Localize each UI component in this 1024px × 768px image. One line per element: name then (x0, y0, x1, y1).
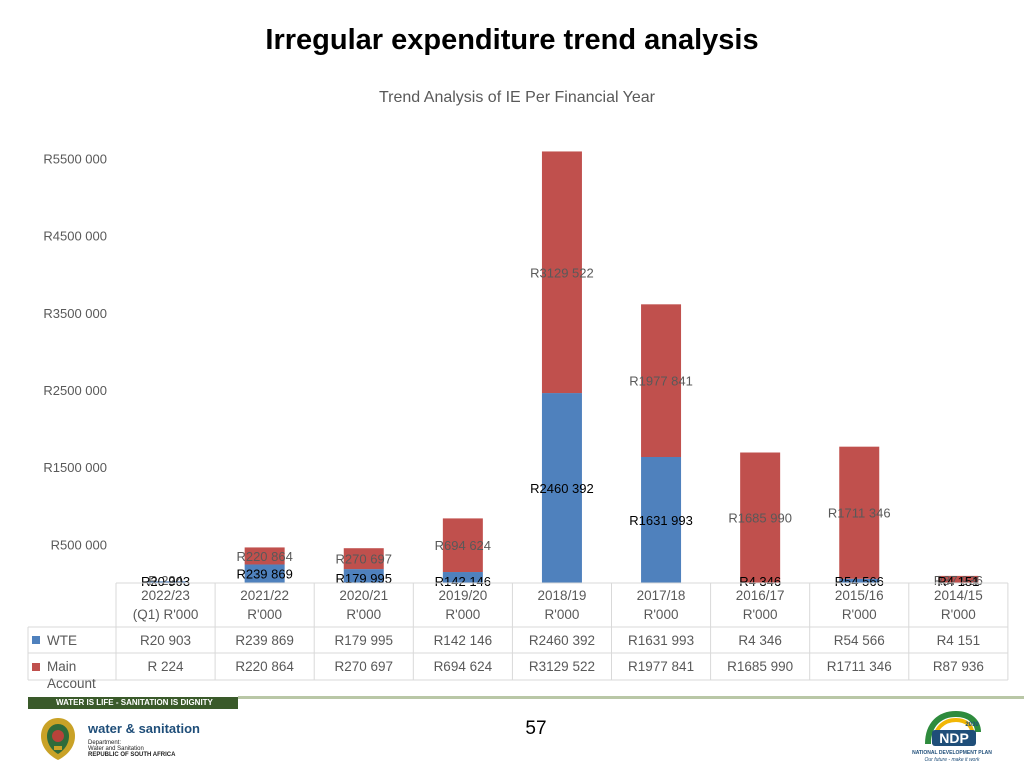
table-cell-wte: R2460 392 (529, 633, 595, 648)
bar-main-account (839, 446, 880, 579)
data-label-wte: R179 995 (336, 571, 392, 586)
data-label-main-account: R3129 522 (530, 265, 594, 280)
category-label: R'000 (842, 607, 877, 622)
category-label: R'000 (545, 607, 580, 622)
category-label: R'000 (247, 607, 282, 622)
dept-logo-line1: Department: (88, 740, 122, 746)
category-label: R'000 (644, 607, 679, 622)
bar-main-account (740, 452, 781, 583)
table-cell-wte: R20 903 (140, 633, 191, 648)
page-number: 57 (525, 718, 547, 739)
category-label: R'000 (346, 607, 381, 622)
category-label: 2016/17 (736, 588, 785, 603)
table-cell-main-account: R694 624 (434, 659, 493, 674)
y-tick-label: R500 000 (51, 537, 107, 552)
bar-wte (541, 393, 582, 583)
y-tick-label: R1500 000 (43, 460, 107, 475)
category-label: 2019/20 (438, 588, 487, 603)
table-cell-main-account: R1685 990 (727, 659, 793, 674)
category-label: (Q1) R'000 (133, 607, 199, 622)
table-cell-main-account: R1711 346 (827, 659, 892, 674)
bar-main-account (641, 304, 682, 458)
table-cell-wte: R239 869 (235, 633, 294, 648)
category-label: R'000 (941, 607, 976, 622)
footer-slogan: WATER IS LIFE - SANITATION IS DIGNITY (28, 697, 238, 709)
bar-main-account (541, 151, 582, 394)
bar-wte (244, 564, 285, 583)
data-label-main-account: R1685 990 (728, 511, 792, 526)
bar-main-account (938, 575, 979, 583)
table-cell-main-account: R87 936 (933, 659, 984, 674)
data-label-main-account: R220 864 (236, 549, 292, 564)
data-label-wte: R4 151 (937, 574, 979, 589)
slide-title: Irregular expenditure trend analysis (265, 24, 759, 56)
chart-title: Trend Analysis of IE Per Financial Year (379, 89, 656, 106)
legend-label-main-account: Account (47, 676, 96, 691)
data-label-wte: R1631 993 (629, 513, 693, 528)
category-label: R'000 (743, 607, 778, 622)
ndp-logo-year: 2030 (965, 722, 979, 728)
category-label: 2014/15 (934, 588, 983, 603)
table-cell-wte: R4 151 (937, 633, 981, 648)
bar-wte (442, 572, 483, 583)
data-label-main-account: R270 697 (336, 552, 392, 567)
category-label: 2020/21 (339, 588, 388, 603)
ndp-logo-subtitle: NATIONAL DEVELOPMENT PLAN (912, 750, 992, 756)
ndp-logo: NDP 2030 NATIONAL DEVELOPMENT PLAN Our f… (910, 710, 994, 766)
data-label-wte: R239 869 (236, 566, 292, 581)
bar-main-account (442, 518, 483, 573)
footer-divider (238, 696, 1024, 699)
data-label-main-account: R 224 (148, 573, 183, 588)
data-label-wte: R54 566 (835, 574, 884, 589)
table-cell-wte: R4 346 (738, 633, 782, 648)
table-cell-main-account: R270 697 (334, 659, 393, 674)
table-cell-wte: R54 566 (834, 633, 885, 648)
category-label: 2021/22 (240, 588, 289, 603)
coat-of-arms-icon (41, 718, 75, 760)
bar-main-account (343, 548, 384, 570)
table-cell-wte: R1631 993 (628, 633, 694, 648)
table-cell-wte: R179 995 (334, 633, 393, 648)
ndp-logo-tagline: Our future - make it work (924, 757, 980, 763)
table-cell-main-account: R 224 (148, 659, 185, 674)
data-label-main-account: R87 936 (934, 573, 983, 588)
legend-swatch-main-account (32, 663, 40, 671)
ndp-emblem-icon: NDP 2030 (925, 710, 981, 746)
stacked-bar-chart: Trend Analysis of IE Per Financial Year R… (27, 89, 1009, 691)
data-label-wte: R142 146 (435, 574, 491, 589)
y-tick-label: R3500 000 (43, 306, 107, 321)
bar-wte (641, 457, 682, 583)
category-label: 2015/16 (835, 588, 884, 603)
data-label-main-account: R694 624 (435, 538, 491, 553)
y-tick-label: R4500 000 (43, 229, 107, 244)
y-tick-label: R2500 000 (43, 383, 107, 398)
ndp-logo-text: NDP (939, 730, 969, 746)
data-label-wte: R2460 392 (530, 481, 594, 496)
bar-wte (839, 578, 880, 583)
bar-main-account (244, 547, 285, 565)
y-tick-label: R5500 000 (43, 151, 107, 166)
dept-logo-line3: REPUBLIC OF SOUTH AFRICA (88, 752, 176, 758)
data-label-wte: R20 903 (141, 574, 190, 589)
table-cell-main-account: R220 864 (235, 659, 294, 674)
category-label: 2018/19 (538, 588, 587, 603)
legend-label-wte: WTE (47, 633, 77, 648)
legend-swatch-wte (32, 636, 40, 644)
bar-wte (343, 569, 384, 583)
category-label: 2017/18 (637, 588, 686, 603)
category-label: R'000 (445, 607, 480, 622)
table-cell-main-account: R1977 841 (628, 659, 694, 674)
dept-logo-name: water & sanitation (88, 721, 200, 736)
department-logo: water & sanitation Department: Water and… (36, 716, 236, 764)
data-label-main-account: R1977 841 (629, 374, 693, 389)
dept-logo-line2: Water and Sanitation (88, 746, 144, 752)
category-label: 2022/23 (141, 588, 190, 603)
bar-wte (145, 581, 186, 583)
legend-label-main-account: Main (47, 659, 76, 674)
data-label-main-account: R1711 346 (828, 506, 891, 521)
data-label-wte: R4 346 (739, 574, 781, 589)
table-cell-main-account: R3129 522 (529, 659, 595, 674)
table-cell-wte: R142 146 (434, 633, 493, 648)
